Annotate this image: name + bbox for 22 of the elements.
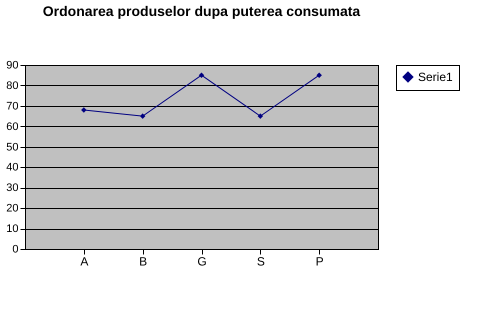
y-tick-label: 90 bbox=[6, 60, 18, 72]
y-tick-label: 40 bbox=[6, 162, 18, 174]
x-tick-label: S bbox=[256, 254, 265, 268]
point bbox=[258, 113, 264, 119]
y-tick-label: 70 bbox=[6, 100, 18, 112]
y-tick-label: 30 bbox=[6, 182, 18, 194]
y-tick-label: 10 bbox=[6, 223, 18, 236]
x-tick-label: B bbox=[139, 254, 148, 268]
point bbox=[198, 72, 204, 78]
y-tick-label: 80 bbox=[6, 80, 18, 92]
y-tick-label: 50 bbox=[6, 141, 18, 154]
point bbox=[81, 107, 87, 113]
x-tick-label: A bbox=[80, 254, 88, 268]
y-tick-label: 20 bbox=[6, 202, 18, 215]
point bbox=[316, 72, 322, 78]
x-tick-label: G bbox=[197, 254, 207, 268]
y-tick-label: 60 bbox=[6, 120, 18, 133]
y-tick-label: 0 bbox=[12, 244, 18, 256]
legend-label: Serie1 bbox=[418, 70, 454, 84]
chart-title: Ordonarea produselor dupa puterea consumata bbox=[42, 3, 360, 19]
x-tick-label: P bbox=[316, 254, 324, 268]
point bbox=[140, 113, 146, 119]
